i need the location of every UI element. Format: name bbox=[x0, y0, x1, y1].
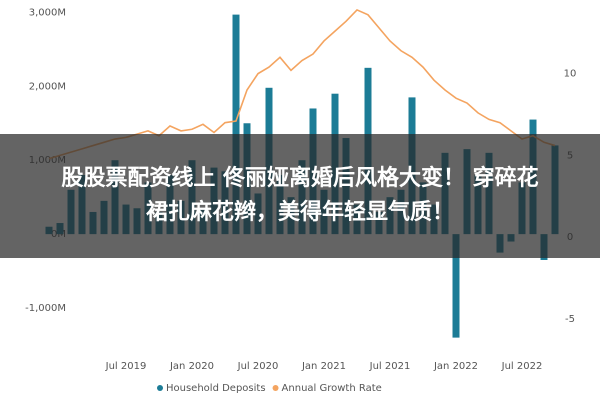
y-tick-label: 3,000M bbox=[29, 7, 66, 18]
x-tick-label: Jul 2020 bbox=[237, 361, 279, 372]
y-tick-label: 2,000M bbox=[29, 81, 66, 92]
bar bbox=[232, 14, 240, 235]
x-tick-label: Jul 2019 bbox=[105, 361, 147, 372]
legend-label: Annual Growth Rate bbox=[282, 383, 382, 394]
x-tick-label: Jan 2020 bbox=[169, 361, 214, 372]
legend-marker bbox=[157, 385, 163, 391]
headline-banner: 股股票配资线上 佟丽娅离婚后风格大变！ 穿碎花 裙扎麻花辫，美得年轻显气质！ bbox=[0, 134, 600, 258]
x-tick-label: Jan 2022 bbox=[433, 361, 478, 372]
y2-tick-label: 10 bbox=[564, 69, 577, 80]
y2-tick-label: -5 bbox=[565, 314, 575, 325]
x-tick-label: Jan 2021 bbox=[301, 361, 346, 372]
x-tick-label: Jul 2021 bbox=[369, 361, 411, 372]
headline-line: 股股票配资线上 佟丽娅离婚后风格大变！ 穿碎花 bbox=[61, 166, 539, 191]
headline-line: 裙扎麻花辫，美得年轻显气质！ bbox=[145, 200, 454, 225]
legend-label: Household Deposits bbox=[166, 383, 266, 394]
y-tick-label: -1,000M bbox=[25, 303, 66, 314]
x-tick-label: Jul 2022 bbox=[501, 361, 543, 372]
legend-marker bbox=[272, 385, 279, 391]
bar bbox=[452, 234, 460, 338]
